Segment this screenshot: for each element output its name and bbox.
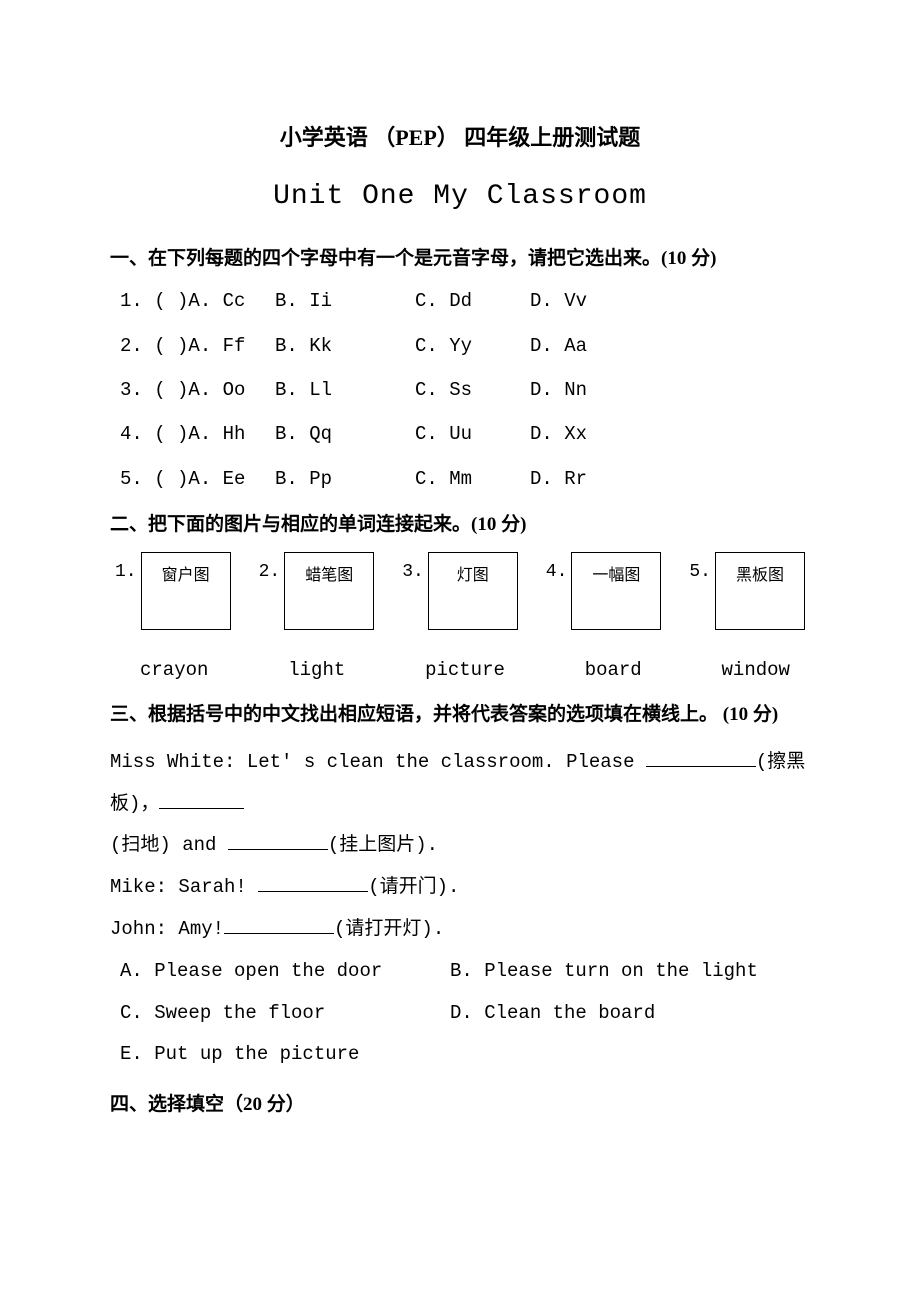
question-row: 1. ( )A. Cc B. Ii C. Dd D. Vv [110, 286, 810, 316]
q-num-a[interactable]: 1. ( )A. Cc [120, 286, 275, 316]
question-row: 2. ( )A. Ff B. Kk C. Yy D. Aa [110, 331, 810, 361]
blank-input[interactable] [646, 746, 756, 767]
q-opt-b: B. Ii [275, 286, 415, 316]
page-title-main: 小学英语 （PEP） 四年级上册测试题 [110, 120, 810, 155]
text-pre: 板)， [110, 793, 159, 815]
q-opt-c: C. Mm [415, 464, 530, 494]
fill-line-2: 板)， [110, 784, 810, 826]
q-opt-d: D. Xx [530, 419, 587, 449]
blank-input[interactable] [159, 788, 244, 809]
q-opt-b: B. Ll [275, 375, 415, 405]
image-box: 一幅图 [571, 552, 661, 630]
image-box: 窗户图 [141, 552, 231, 630]
option-row: C. Sweep the floor D. Clean the board [110, 993, 810, 1035]
image-num: 4. [546, 552, 568, 587]
section1-body: 1. ( )A. Cc B. Ii C. Dd D. Vv 2. ( )A. F… [110, 286, 810, 494]
q-opt-c: C. Uu [415, 419, 530, 449]
question-row: 4. ( )A. Hh B. Qq C. Uu D. Xx [110, 419, 810, 449]
page-title-sub: Unit One My Classroom [110, 175, 810, 220]
question-row: 5. ( )A. Ee B. Pp C. Mm D. Rr [110, 464, 810, 494]
word: crayon [140, 655, 208, 685]
text-post: (请开门). [368, 876, 459, 898]
section3-header: 三、根据括号中的中文找出相应短语，并将代表答案的选项填在横线上。 (10 分) [110, 698, 810, 732]
word: light [288, 655, 345, 685]
option-b: B. Please turn on the light [450, 951, 758, 993]
fill-line-5: John: Amy! (请打开灯). [110, 909, 810, 951]
q-opt-d: D. Nn [530, 375, 587, 405]
image-item: 5. 黑板图 [689, 552, 805, 630]
fill-line-4: Mike: Sarah! (请开门). [110, 867, 810, 909]
words-row: crayon light picture board window [110, 655, 810, 685]
image-num: 2. [259, 552, 281, 587]
text-pre: Miss White: Let' s clean the classroom. … [110, 751, 646, 773]
q-opt-d: D. Rr [530, 464, 587, 494]
q-num-a[interactable]: 3. ( )A. Oo [120, 375, 275, 405]
blank-input[interactable] [258, 871, 368, 892]
section1-header: 一、在下列每题的四个字母中有一个是元音字母，请把它选出来。(10 分) [110, 242, 810, 276]
question-row: 3. ( )A. Oo B. Ll C. Ss D. Nn [110, 375, 810, 405]
word: picture [425, 655, 505, 685]
fill-line-1: Miss White: Let' s clean the classroom. … [110, 742, 810, 784]
option-d: D. Clean the board [450, 993, 655, 1035]
text-post: (挂上图片). [328, 834, 438, 856]
fill-line-3: (扫地) and (挂上图片). [110, 825, 810, 867]
q-opt-c: C. Ss [415, 375, 530, 405]
image-item: 2. 蜡笔图 [259, 552, 375, 630]
image-num: 3. [402, 552, 424, 587]
image-num: 1. [115, 552, 137, 587]
section2-header: 二、把下面的图片与相应的单词连接起来。(10 分) [110, 508, 810, 542]
image-num: 5. [689, 552, 711, 587]
q-opt-d: D. Vv [530, 286, 587, 316]
q-opt-c: C. Dd [415, 286, 530, 316]
text-pre: John: Amy! [110, 918, 224, 940]
section3-body: Miss White: Let' s clean the classroom. … [110, 742, 810, 1076]
text-pre: Mike: Sarah! [110, 876, 258, 898]
image-item: 1. 窗户图 [115, 552, 231, 630]
q-opt-d: D. Aa [530, 331, 587, 361]
image-box: 蜡笔图 [284, 552, 374, 630]
q-num-a[interactable]: 4. ( )A. Hh [120, 419, 275, 449]
q-opt-b: B. Pp [275, 464, 415, 494]
q-num-a[interactable]: 5. ( )A. Ee [120, 464, 275, 494]
text-post: (擦黑 [756, 751, 805, 773]
q-opt-b: B. Kk [275, 331, 415, 361]
option-row: E. Put up the picture [110, 1034, 810, 1076]
q-num-a[interactable]: 2. ( )A. Ff [120, 331, 275, 361]
text-pre: (扫地) and [110, 834, 228, 856]
q-opt-b: B. Qq [275, 419, 415, 449]
option-row: A. Please open the door B. Please turn o… [110, 951, 810, 993]
text-post: (请打开灯). [334, 918, 444, 940]
image-item: 4. 一幅图 [546, 552, 662, 630]
image-box: 灯图 [428, 552, 518, 630]
image-row: 1. 窗户图 2. 蜡笔图 3. 灯图 4. 一幅图 5. 黑板图 [110, 552, 810, 630]
option-a: A. Please open the door [120, 951, 450, 993]
blank-input[interactable] [224, 913, 334, 934]
word: window [722, 655, 790, 685]
option-c: C. Sweep the floor [120, 993, 450, 1035]
section4-header: 四、选择填空（20 分） [110, 1088, 810, 1122]
word: board [585, 655, 642, 685]
image-item: 3. 灯图 [402, 552, 518, 630]
image-box: 黑板图 [715, 552, 805, 630]
blank-input[interactable] [228, 830, 328, 851]
q-opt-c: C. Yy [415, 331, 530, 361]
option-e: E. Put up the picture [120, 1034, 359, 1076]
